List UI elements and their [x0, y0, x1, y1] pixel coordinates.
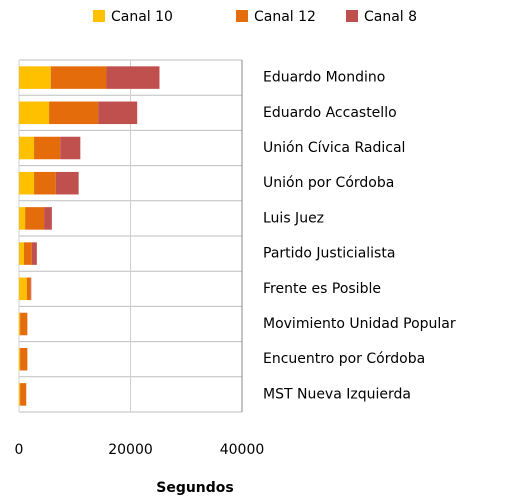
bar	[60, 136, 81, 160]
x-tick-label: 0	[15, 442, 24, 458]
bar	[19, 312, 21, 336]
bar	[19, 383, 21, 406]
bar	[24, 242, 32, 265]
bar	[19, 347, 21, 371]
bar	[20, 383, 27, 406]
bar	[44, 207, 52, 230]
bar	[19, 277, 27, 301]
bar	[19, 101, 50, 125]
x-tick-label: 40000	[220, 442, 265, 458]
bar	[98, 101, 138, 125]
bar	[34, 136, 61, 160]
bar	[25, 207, 45, 230]
bar	[19, 242, 25, 265]
category-label: Frente es Posible	[263, 281, 381, 297]
category-label: Unión Cívica Radical	[263, 140, 405, 156]
category-label: Encuentro por Córdoba	[263, 351, 425, 367]
bar	[20, 312, 28, 336]
legend-label: Canal 8	[364, 9, 417, 25]
legend-swatch	[346, 10, 358, 22]
bar	[106, 66, 160, 89]
bar	[55, 171, 79, 195]
bar	[30, 277, 32, 301]
x-tick-label: 20000	[108, 442, 153, 458]
bar	[19, 207, 26, 230]
category-label: Eduardo Mondino	[263, 70, 385, 86]
category-label: MST Nueva Izquierda	[263, 386, 411, 402]
category-label: Luis Juez	[263, 210, 324, 226]
bar	[19, 136, 35, 160]
category-label: Partido Justicialista	[263, 246, 395, 262]
bar	[26, 277, 31, 301]
legend-label: Canal 10	[111, 9, 173, 25]
category-label: Unión por Córdoba	[263, 175, 394, 191]
legend-label: Canal 12	[254, 9, 316, 25]
category-label: Movimiento Unidad Popular	[263, 316, 456, 332]
x-axis-title: Segundos	[156, 480, 234, 496]
bar	[50, 66, 107, 89]
bar	[31, 242, 37, 265]
bar	[19, 66, 51, 89]
legend-swatch	[93, 10, 105, 22]
bar	[49, 101, 99, 125]
category-label: Eduardo Accastello	[263, 105, 397, 121]
bar	[19, 171, 35, 195]
legend-swatch	[236, 10, 248, 22]
bar	[34, 171, 56, 195]
bar	[20, 347, 28, 371]
